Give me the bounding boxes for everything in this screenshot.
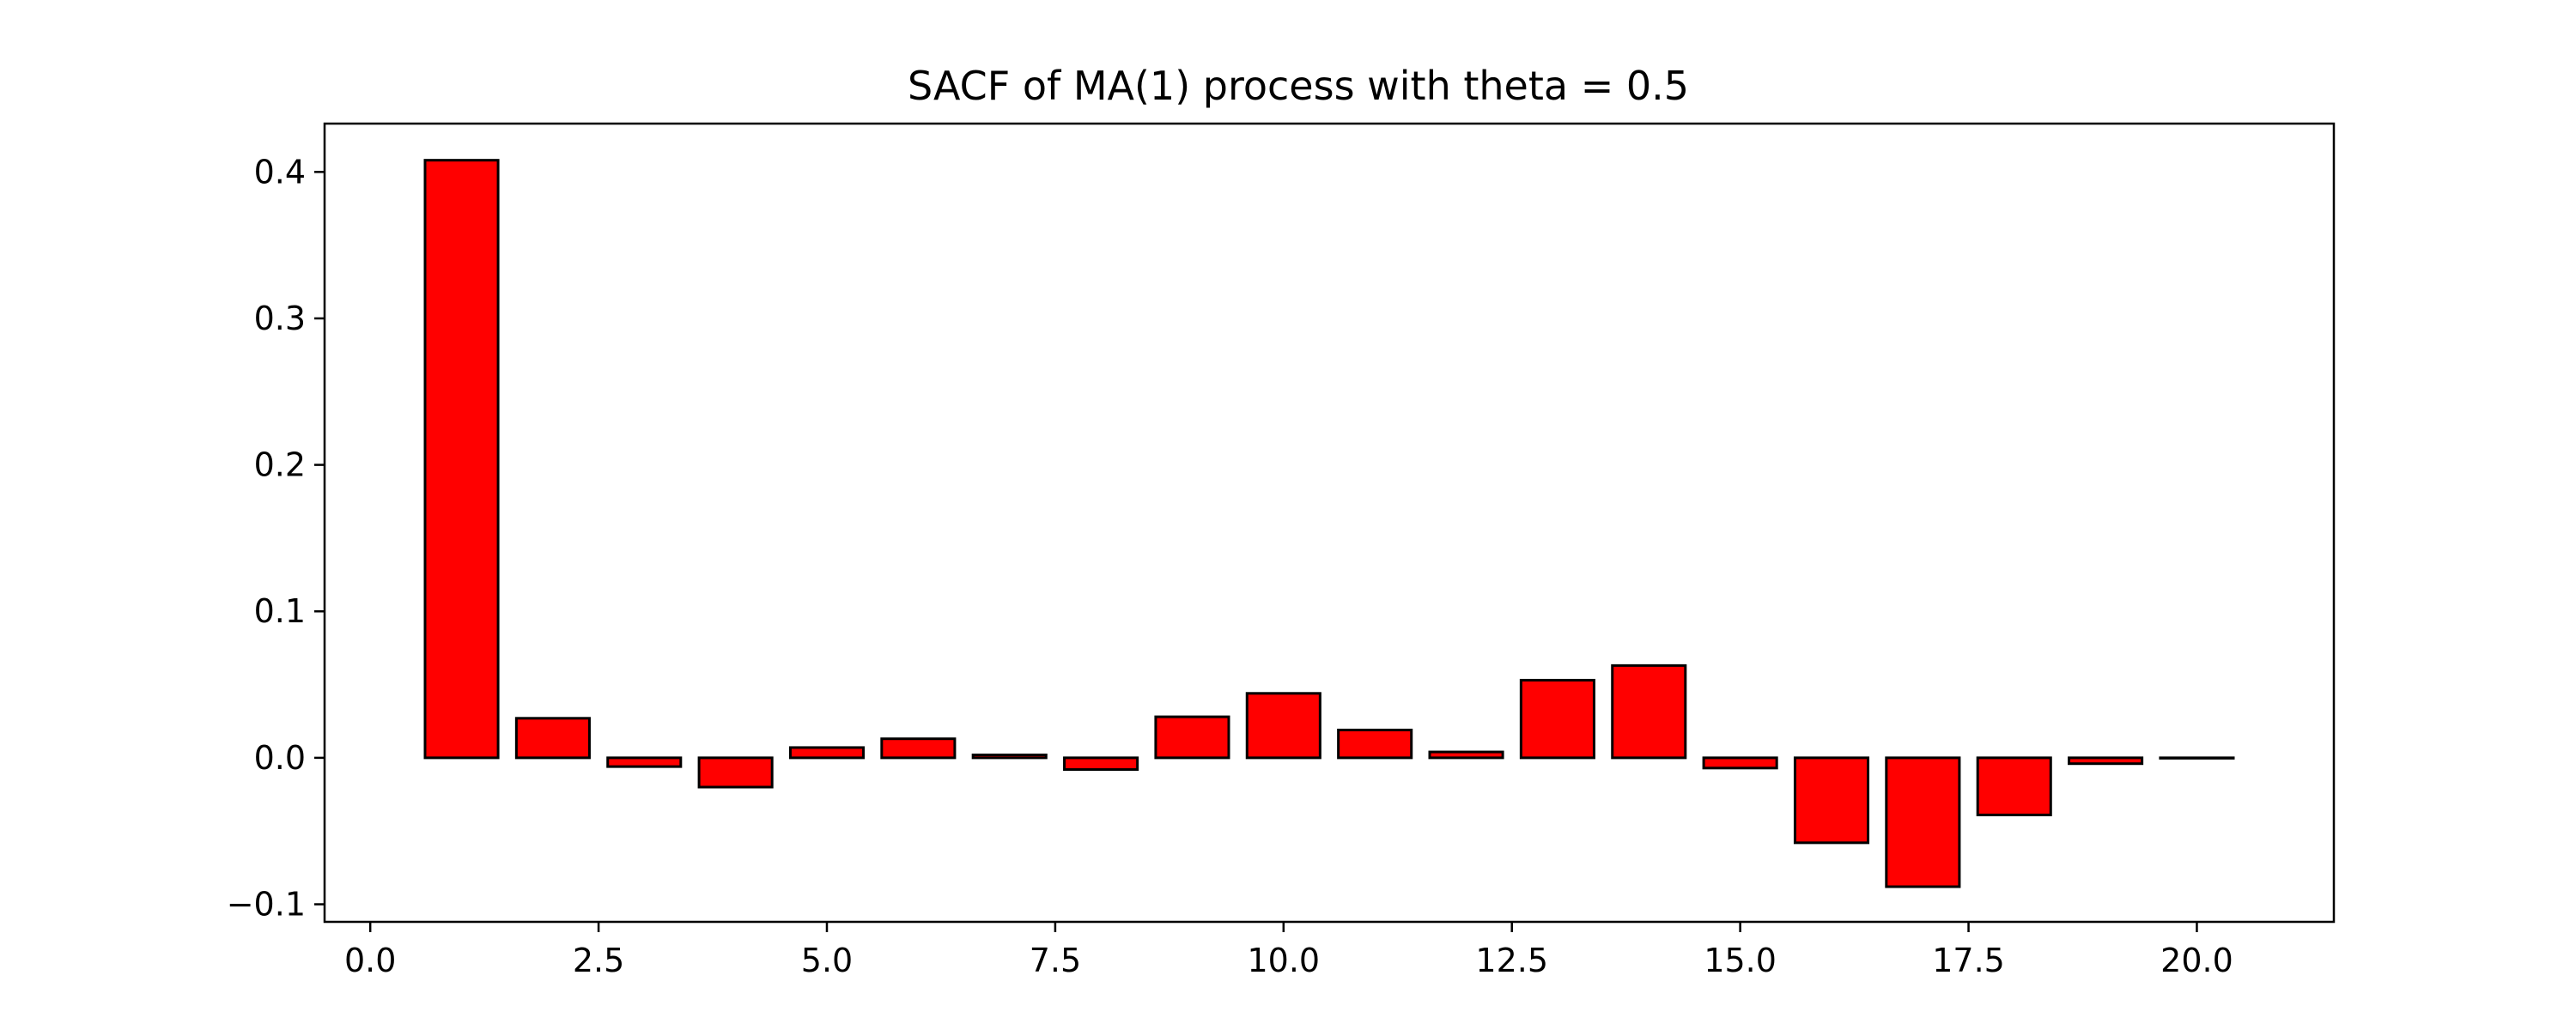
bar-lag-8 bbox=[1063, 756, 1139, 772]
bar-lag-10 bbox=[1245, 692, 1321, 760]
x-tick-label: 7.5 bbox=[1030, 942, 1081, 979]
bars-group bbox=[423, 159, 2235, 888]
bar-lag-6 bbox=[880, 737, 957, 760]
y-tick-label: 0.1 bbox=[254, 592, 306, 630]
chart-title: SACF of MA(1) process with theta = 0.5 bbox=[908, 63, 1689, 109]
bar-lag-19 bbox=[2068, 756, 2144, 766]
bar-lag-1 bbox=[423, 159, 500, 760]
x-tick-label: 5.0 bbox=[801, 942, 853, 979]
y-tick-label: −0.1 bbox=[227, 886, 306, 924]
bar-lag-14 bbox=[1611, 663, 1687, 760]
bar-lag-17 bbox=[1885, 756, 1961, 888]
bar-lag-4 bbox=[697, 756, 774, 789]
bar-lag-16 bbox=[1793, 756, 1870, 845]
y-tick-label: 0.2 bbox=[254, 446, 306, 484]
bar-lag-7 bbox=[971, 753, 1048, 760]
bar-lag-11 bbox=[1337, 728, 1413, 760]
bar-lag-3 bbox=[606, 756, 683, 768]
x-tick-label: 0.0 bbox=[344, 942, 396, 979]
bar-lag-20 bbox=[2159, 756, 2235, 760]
x-tick-label: 20.0 bbox=[2160, 942, 2233, 979]
bar-lag-5 bbox=[788, 746, 866, 760]
x-tick-label: 15.0 bbox=[1704, 942, 1777, 979]
x-tick-label: 2.5 bbox=[573, 942, 624, 979]
bar-lag-15 bbox=[1702, 756, 1778, 770]
bar-lag-9 bbox=[1154, 715, 1230, 760]
y-tick-label: 0.0 bbox=[254, 739, 306, 777]
x-tick-label: 10.0 bbox=[1248, 942, 1321, 979]
y-tick-label: 0.3 bbox=[254, 300, 306, 337]
x-tick-label: 12.5 bbox=[1475, 942, 1548, 979]
bar-lag-2 bbox=[514, 717, 591, 760]
bar-lag-18 bbox=[1976, 756, 2052, 816]
x-tick-label: 17.5 bbox=[1932, 942, 2005, 979]
y-tick-label: 0.4 bbox=[254, 153, 306, 191]
plot-frame bbox=[323, 122, 2336, 924]
bar-lag-13 bbox=[1519, 678, 1595, 760]
y-axis: −0.1 0.0 0.1 0.2 0.3 0.4 bbox=[227, 153, 325, 924]
x-axis: 0.0 2.5 5.0 7.5 10.0 12.5 15.0 17.5 20.0 bbox=[344, 922, 2233, 979]
bar-lag-12 bbox=[1428, 750, 1504, 760]
